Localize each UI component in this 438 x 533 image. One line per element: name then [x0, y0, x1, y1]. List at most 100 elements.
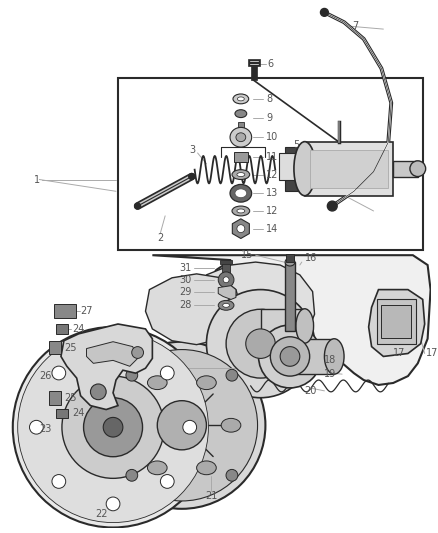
Ellipse shape [237, 97, 244, 101]
Text: 29: 29 [179, 287, 192, 296]
Bar [56, 324, 68, 334]
Circle shape [98, 342, 265, 509]
Text: 14: 14 [266, 224, 279, 233]
Circle shape [126, 470, 138, 481]
Text: 24: 24 [72, 324, 84, 334]
Circle shape [62, 376, 164, 478]
Text: 6: 6 [267, 59, 273, 69]
Text: 12: 12 [266, 206, 279, 216]
Bar [377, 300, 416, 344]
Text: 2: 2 [157, 232, 163, 243]
Ellipse shape [223, 303, 230, 308]
Circle shape [52, 366, 66, 380]
Polygon shape [152, 255, 431, 385]
Bar [285, 147, 305, 191]
Text: 22: 22 [95, 508, 107, 519]
Ellipse shape [235, 189, 247, 198]
Bar [285, 262, 295, 331]
Ellipse shape [325, 339, 344, 374]
Ellipse shape [294, 142, 315, 196]
Circle shape [246, 329, 275, 358]
Ellipse shape [197, 461, 216, 475]
Bar [222, 263, 230, 273]
Bar [220, 260, 232, 264]
Text: 23: 23 [39, 424, 52, 434]
Circle shape [321, 9, 328, 17]
Text: 21: 21 [205, 491, 218, 501]
Circle shape [218, 272, 234, 288]
Text: 10: 10 [266, 132, 279, 142]
Polygon shape [61, 324, 152, 409]
Circle shape [280, 346, 300, 366]
Circle shape [226, 470, 238, 481]
Circle shape [183, 421, 197, 434]
Bar [49, 341, 61, 354]
Polygon shape [232, 219, 249, 238]
Bar [381, 305, 411, 338]
Bar [56, 409, 68, 418]
Text: 20: 20 [305, 386, 317, 396]
Circle shape [18, 332, 208, 522]
Text: 30: 30 [180, 275, 192, 285]
Bar [118, 78, 423, 251]
Ellipse shape [230, 127, 252, 147]
Text: 31: 31 [180, 263, 192, 273]
Ellipse shape [148, 376, 167, 390]
Bar [261, 309, 305, 344]
Circle shape [189, 174, 194, 180]
Polygon shape [369, 289, 425, 357]
Bar [238, 122, 244, 131]
Circle shape [226, 369, 238, 381]
Circle shape [327, 201, 337, 211]
Bar [310, 150, 389, 188]
Text: 17: 17 [393, 349, 406, 359]
Text: 4: 4 [236, 132, 242, 142]
Polygon shape [145, 274, 241, 345]
Ellipse shape [236, 133, 246, 142]
Text: 18: 18 [325, 356, 337, 366]
Circle shape [134, 203, 141, 209]
Bar [49, 391, 61, 405]
Circle shape [52, 474, 66, 488]
Text: 28: 28 [179, 300, 192, 310]
Ellipse shape [197, 376, 216, 390]
Circle shape [157, 401, 206, 450]
Circle shape [13, 327, 213, 528]
Circle shape [29, 421, 43, 434]
Text: 13: 13 [266, 188, 279, 198]
Ellipse shape [218, 301, 234, 310]
Circle shape [84, 398, 142, 457]
Polygon shape [206, 262, 314, 352]
Bar [286, 254, 294, 262]
Bar [251, 67, 257, 80]
Ellipse shape [233, 94, 249, 104]
Text: 17: 17 [426, 349, 438, 359]
Circle shape [106, 344, 120, 358]
Ellipse shape [237, 173, 245, 176]
Text: 11: 11 [266, 152, 279, 162]
Circle shape [103, 417, 123, 437]
Circle shape [258, 325, 321, 388]
Polygon shape [87, 342, 138, 366]
Ellipse shape [235, 110, 247, 118]
Text: 7: 7 [352, 21, 358, 31]
Circle shape [206, 289, 314, 398]
Polygon shape [218, 286, 236, 300]
Ellipse shape [232, 206, 250, 216]
Text: 5: 5 [293, 140, 299, 150]
Circle shape [160, 366, 174, 380]
Circle shape [223, 277, 229, 282]
Ellipse shape [410, 161, 426, 176]
Circle shape [226, 309, 295, 378]
Ellipse shape [296, 309, 314, 343]
Circle shape [132, 346, 144, 358]
Bar [54, 304, 76, 318]
Text: 19: 19 [325, 369, 337, 379]
Text: 27: 27 [81, 306, 93, 316]
Ellipse shape [230, 184, 252, 202]
Bar [393, 161, 418, 176]
Text: 26: 26 [39, 371, 52, 381]
Text: 8: 8 [266, 94, 272, 104]
Text: 16: 16 [305, 253, 317, 263]
Text: 3: 3 [190, 145, 196, 155]
